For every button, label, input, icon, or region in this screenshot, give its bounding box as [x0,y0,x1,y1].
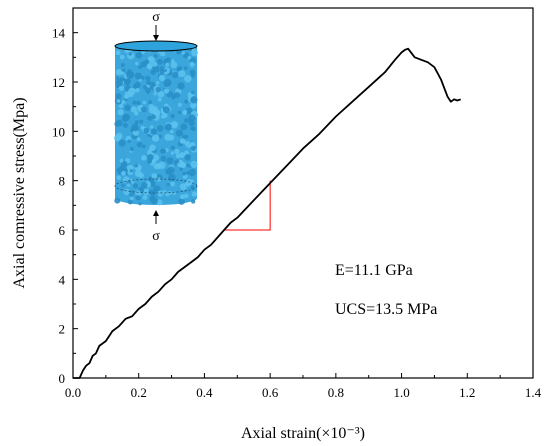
y-tick-label: 0 [59,371,66,386]
x-tick-label: 0.4 [196,385,213,400]
y-tick-label: 10 [52,124,65,139]
cylinder-bottom-contour [114,178,198,194]
arrow-top-head [153,35,159,41]
x-tick-label: 1.4 [525,385,542,400]
y-tick-label: 14 [52,26,66,41]
y-tick-label: 8 [59,174,66,189]
sigma-top-label: σ [152,10,160,25]
x-tick-label: 1.0 [393,385,409,400]
specimen-inset: σσ [114,10,198,244]
series-line [73,47,462,379]
x-tick-label: 0.8 [328,385,344,400]
axes: 0.0 0.2 0.4 0.6 0.8 1.0 1.2 1.4 0 2 4 6 8 10 12 14 Axial… [11,7,542,442]
x-tick-label: 0.6 [262,385,279,400]
x-tick-label: 1.2 [459,385,475,400]
y-axis-label: Axial comressive stress(Mpa) [11,97,28,288]
y-tick-label: 12 [52,75,65,90]
y-tick-label: 6 [59,223,66,238]
x-tick-label: 0.2 [131,385,147,400]
arrow-bottom-head [153,210,159,216]
x-tick-label: 0.0 [65,385,81,400]
sigma-bottom-label: σ [152,229,160,244]
x-axis-label: Axial strain(×10⁻³) [241,425,365,442]
annotation-modulus: E=11.1 GPa [335,262,413,279]
y-tick-label: 4 [59,272,66,287]
cylinder-top [114,40,198,52]
annotation-ucs: UCS=13.5 MPa [335,301,437,318]
y-tick-label: 2 [59,322,66,337]
plot-area: E=11.1 GPa UCS=13.5 MPa [73,47,462,379]
slope-triangle [224,180,271,231]
particle-texture [114,45,198,206]
